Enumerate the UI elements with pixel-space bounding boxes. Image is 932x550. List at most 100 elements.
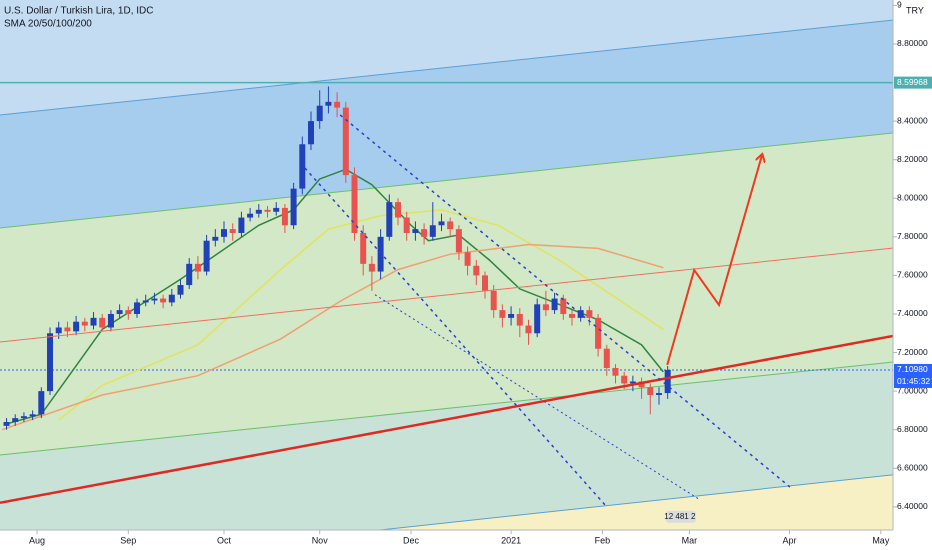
sma-line	[58, 209, 664, 421]
y-tick-label: 6.80000	[897, 424, 928, 434]
x-tick-label: Oct	[217, 535, 232, 545]
y-tick-label: 7.60000	[897, 270, 928, 280]
y-tick-label: 8.20000	[897, 154, 928, 164]
candle-body	[90, 317, 97, 326]
candle-body	[525, 325, 532, 334]
candle-body	[368, 263, 375, 272]
candle-body	[395, 202, 402, 218]
y-tick-label: 7.20000	[897, 347, 928, 357]
y-tick-label: 7.40000	[897, 308, 928, 318]
candle-body	[438, 221, 445, 226]
price-badge	[894, 363, 932, 388]
candle-body	[229, 229, 236, 233]
candle-body	[412, 229, 419, 233]
candle-body	[421, 229, 428, 237]
x-tick-label: Dec	[403, 535, 420, 545]
channel-line	[0, 19, 894, 116]
chart-subtitle: SMA 20/50/100/200	[4, 19, 92, 30]
x-tick-label: Aug	[29, 535, 45, 545]
time-axis	[0, 530, 932, 550]
candle-body	[290, 188, 297, 226]
channel-line	[189, 474, 894, 550]
candle-body	[403, 217, 410, 233]
candle-body	[29, 414, 36, 417]
candle-body	[134, 302, 141, 314]
annotation-box	[665, 510, 696, 523]
candle-body	[516, 313, 523, 326]
candle-body	[342, 107, 349, 176]
candle-body	[551, 298, 558, 311]
candle-body	[125, 310, 132, 314]
candle-body	[3, 421, 10, 426]
candle-body	[664, 369, 671, 394]
candle-body	[194, 263, 201, 272]
candle-body	[542, 304, 549, 311]
countdown: 01:45:32	[897, 376, 930, 386]
drawing-line	[374, 294, 701, 501]
candle-body	[560, 298, 567, 314]
annotation: 12 481 2	[664, 512, 696, 521]
x-tick-label: Feb	[595, 535, 611, 545]
candle-body	[55, 327, 62, 334]
candle-body	[64, 327, 71, 332]
y-tick-label: 8.80000	[897, 38, 928, 48]
candle-body	[99, 317, 106, 328]
candle-body	[281, 207, 288, 226]
candle-body	[534, 304, 541, 334]
candle-body	[142, 300, 149, 303]
candle-body	[168, 294, 175, 303]
candle-body	[186, 263, 193, 286]
candle-body	[386, 202, 393, 237]
currency-label: TRY	[906, 5, 924, 15]
candle-body	[107, 313, 114, 328]
x-tick-label: May	[872, 535, 890, 545]
plot-area: 12 481 2	[0, 0, 894, 550]
y-tick-label: 9	[897, 0, 902, 10]
candle-body	[316, 105, 323, 122]
price-badge-label: 8.59968	[897, 77, 928, 87]
candle-body	[299, 144, 306, 189]
candle-body	[360, 232, 367, 264]
candle-body	[160, 298, 167, 303]
candle-body	[273, 207, 280, 212]
candle-body	[508, 313, 515, 318]
x-tick-label: Mar	[682, 535, 698, 545]
candle-body	[447, 221, 454, 230]
x-tick-label: Nov	[312, 535, 329, 545]
candle-body	[455, 229, 462, 253]
candle-body	[464, 252, 471, 266]
candle-body	[238, 217, 245, 233]
candle-body	[612, 367, 619, 376]
candle-body	[325, 101, 332, 106]
candle-body	[490, 290, 497, 311]
candle-body	[212, 236, 219, 241]
candle-body	[586, 310, 593, 318]
chart-title: U.S. Dollar / Turkish Lira, 1D, IDC	[4, 6, 153, 17]
candle-body	[255, 209, 262, 214]
price-axis	[893, 0, 932, 550]
candle-body	[655, 393, 662, 395]
y-tick-label: 6.60000	[897, 463, 928, 473]
candle-body	[481, 275, 488, 291]
price-badge	[894, 76, 932, 89]
candle-body	[603, 348, 610, 368]
x-tick-label: 2021	[501, 535, 521, 545]
channel-band	[0, 0, 893, 115]
candle-body	[308, 121, 315, 145]
sma-line	[6, 168, 664, 425]
sma-line	[1, 243, 664, 431]
candle-body	[499, 310, 506, 318]
channel-band	[0, 362, 893, 550]
candle-body	[629, 381, 636, 384]
channel-band	[0, 20, 893, 228]
price-badge-label: 7.10980	[897, 364, 928, 374]
candle-body	[334, 101, 341, 108]
x-tick-label: Apr	[782, 535, 796, 545]
candle-body	[47, 333, 54, 392]
candle-body	[647, 387, 654, 395]
y-tick-label: 6.40000	[897, 501, 928, 511]
y-tick-label: 7.00000	[897, 385, 928, 395]
candle-body	[38, 391, 45, 415]
candle-body	[221, 229, 228, 237]
